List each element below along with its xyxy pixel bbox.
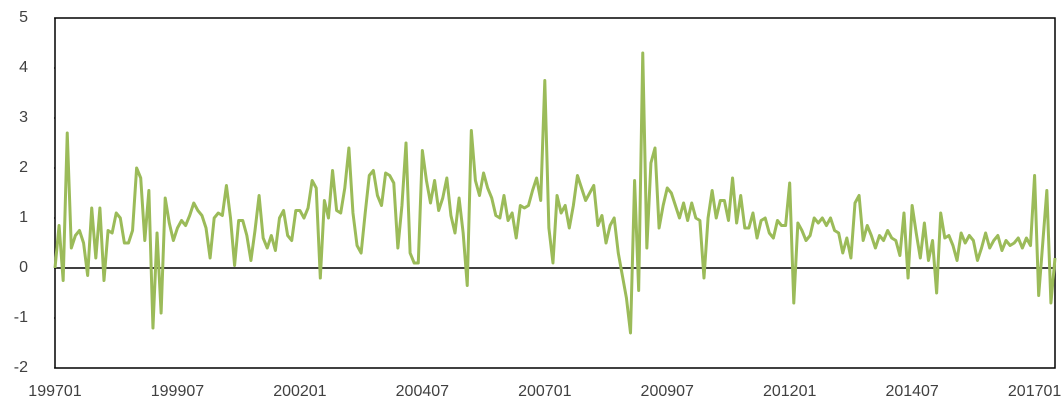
y-tick-label: 1 (19, 209, 28, 226)
y-tick-label: -2 (14, 359, 28, 376)
x-tick-label: 201407 (885, 383, 938, 400)
y-tick-label: 2 (19, 159, 28, 176)
x-tick-label: 200907 (641, 383, 694, 400)
x-tick-label: 200201 (273, 383, 326, 400)
data-line (53, 51, 1057, 335)
x-tick-label: 201701 (1008, 383, 1061, 400)
x-tick-label: 201201 (763, 383, 816, 400)
x-tick-label: 200407 (396, 383, 449, 400)
x-tick-label: 200701 (518, 383, 571, 400)
x-tick-label: 199907 (151, 383, 204, 400)
plot-area (54, 17, 1056, 369)
x-tick-label: 199701 (28, 383, 81, 400)
y-tick-label: 3 (19, 109, 28, 126)
y-tick-label: -1 (14, 309, 28, 326)
y-tick-label: 4 (19, 59, 28, 76)
y-tick-label: 5 (19, 9, 28, 26)
y-tick-label: 0 (19, 259, 28, 276)
